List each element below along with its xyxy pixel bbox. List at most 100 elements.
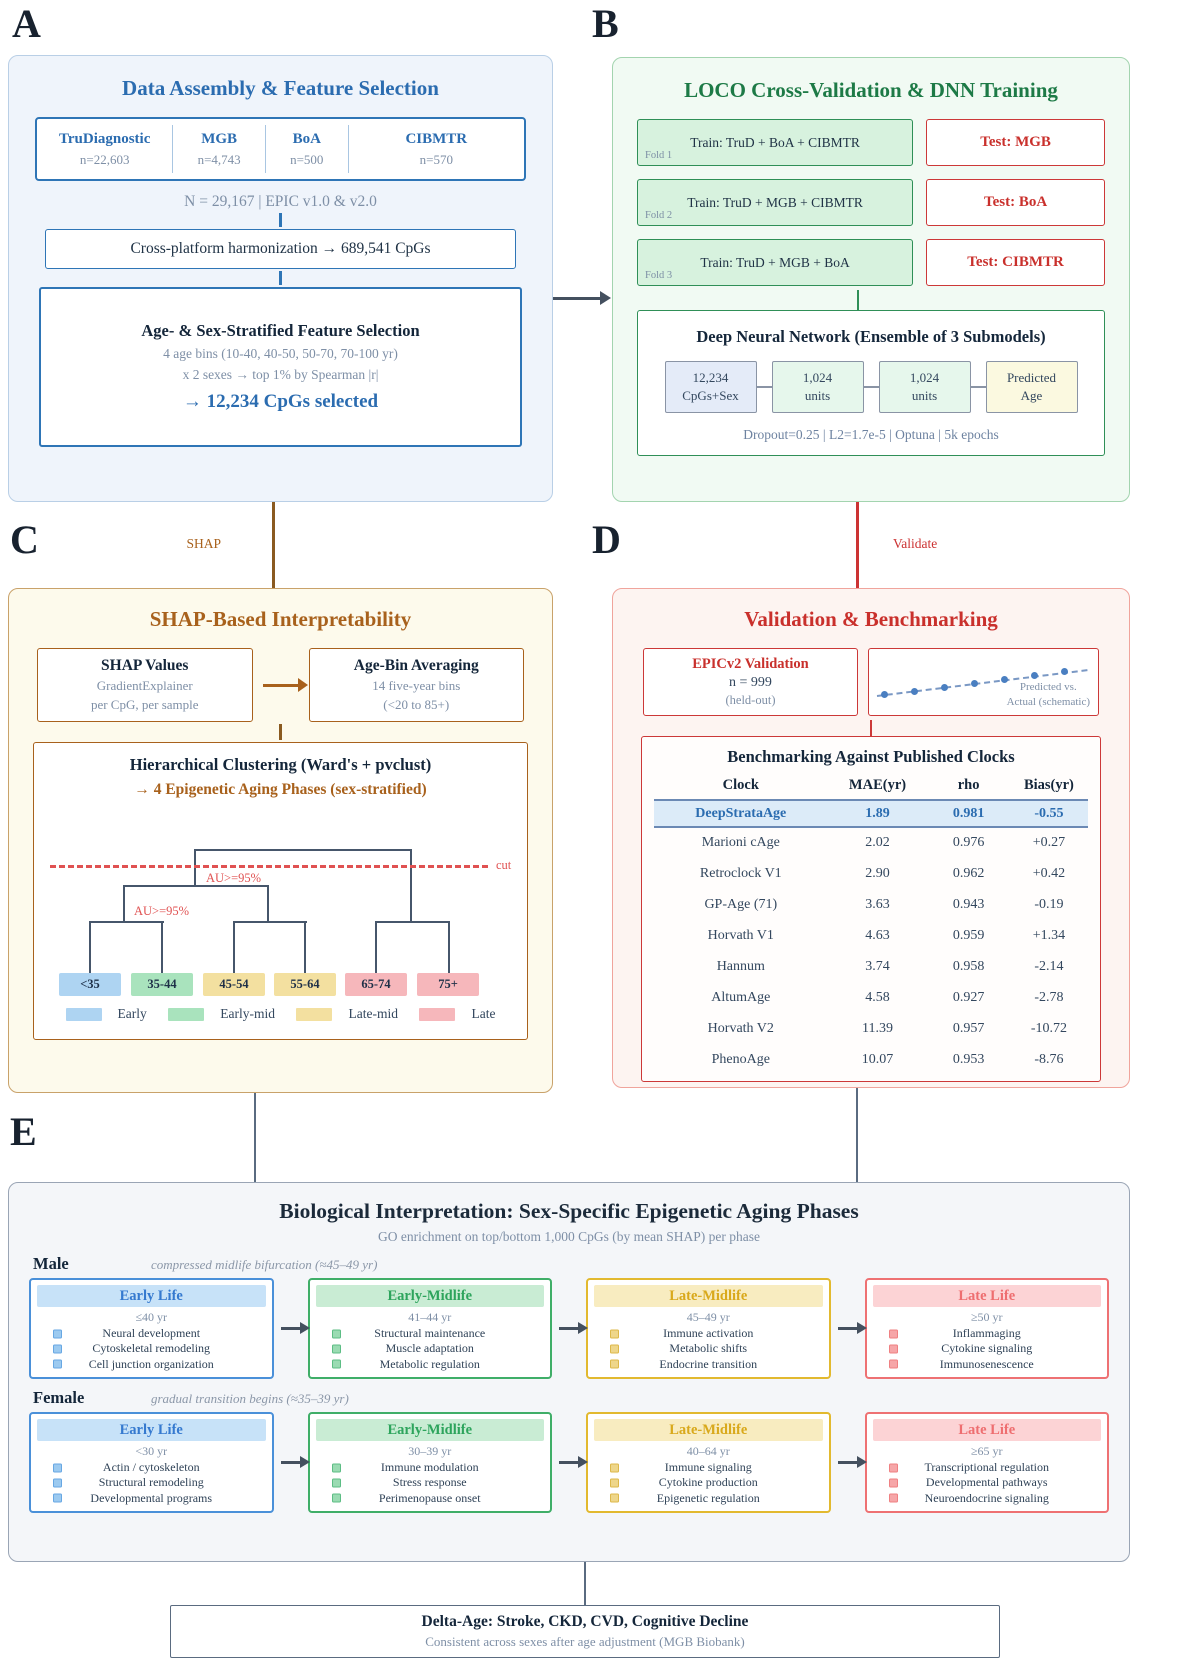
outcome-title: Delta-Age: Stroke, CKD, CVD, Cognitive D…: [421, 1613, 749, 1630]
phase-item: Immune signaling: [594, 1460, 823, 1475]
col-header-mae: MAE(yr): [827, 773, 928, 801]
phase-item: Cell junction organization: [37, 1357, 266, 1372]
connector-line: [279, 213, 282, 227]
fold3-train-text: Train: TruD + MGB + BoA: [700, 254, 850, 270]
cell-mae: 2.02: [865, 835, 890, 850]
phase-header: Early-Midlife: [315, 1285, 544, 1307]
harmonization-box: Cross-platform harmonization → 689,541 C…: [45, 229, 516, 269]
dendro-leaf-35-44: 35-44: [131, 973, 193, 996]
epicv2-validation-box: EPICv2 Validation n = 999 (held-out): [643, 648, 858, 716]
cell-rho: 0.958: [952, 958, 985, 974]
arrow-phase-transition: [831, 1323, 867, 1334]
cell-rho: 0.927: [952, 989, 985, 1005]
phase-item-text: Cytokine production: [658, 1475, 758, 1490]
cell-mae: 2.90: [865, 865, 890, 881]
cell-rho: 0.959: [952, 927, 985, 943]
bullet-icon: [53, 1359, 62, 1369]
cohort-n: n=4,743: [197, 151, 241, 167]
phase-header: Late-Midlife: [594, 1419, 823, 1441]
cell-bias: -2.78: [1034, 989, 1064, 1005]
bullet-icon: [610, 1344, 619, 1354]
fold-row-2: Train: TruD + MGB + CIBMTR Fold 2 Test: …: [637, 179, 1105, 226]
table-row-retroclock: Retroclock V1 2.90 0.962 +0.42: [654, 858, 1088, 889]
cell-mae: 3.74: [865, 958, 890, 974]
cell-rho: 0.953: [952, 1051, 985, 1067]
phase-item: Cytoskeletal remodeling: [37, 1341, 266, 1356]
phase-legend: Early Early-mid Late-mid Late: [34, 1006, 527, 1022]
scatter-caption: Predicted vs. Actual (schematic): [1007, 680, 1090, 709]
bullet-icon: [331, 1478, 341, 1488]
cell-clock: Retroclock V1: [699, 865, 782, 881]
dendro-line: [410, 849, 412, 923]
dendro-leaf-55-64: 55-64: [274, 973, 336, 996]
arrow-icon: [559, 1457, 588, 1468]
cell-mae: 4.58: [865, 989, 890, 1005]
phase-item: Neural development: [37, 1326, 266, 1341]
bullet-icon: [53, 1344, 62, 1354]
dendro-line: [123, 885, 125, 923]
cell-rho: 0.981: [927, 800, 1010, 828]
layer-line1: 1,024: [802, 370, 833, 385]
benchmarking-table: Clock MAE(yr) rho Bias(yr) DeepStrataAge…: [654, 773, 1088, 1075]
cell-bias: +1.34: [1032, 927, 1066, 943]
cell-rho: 0.962: [952, 865, 985, 881]
arrow-icon: [262, 678, 308, 692]
bullet-icon: [888, 1329, 898, 1339]
phase-item: Perimenopause onset: [316, 1491, 545, 1506]
layer-line2: units: [911, 388, 938, 403]
phase-item-text: Endocrine transition: [659, 1356, 758, 1371]
arrow-phase-transition: [831, 1457, 867, 1468]
feature-selection-box: Age- & Sex-Stratified Feature Selection …: [39, 287, 522, 447]
shap-values-title: SHAP Values: [101, 657, 189, 674]
phase-item-text: Immunosenescence: [939, 1356, 1034, 1371]
layer-line2: units: [804, 388, 831, 403]
bullet-icon: [331, 1329, 341, 1339]
bullet-icon: [888, 1493, 898, 1503]
male-label: Male: [33, 1254, 69, 1273]
cell-clock: Horvath V2: [707, 1020, 774, 1036]
panel-letter-c: C: [10, 517, 39, 562]
cell-bias: -0.55: [1009, 800, 1088, 828]
cell-bias: -0.19: [1034, 896, 1064, 912]
female-phase-row: Early Life <30 yr Actin / cytoskeleton S…: [29, 1412, 1109, 1513]
dnn-hidden-layer-1: 1,024 units: [771, 361, 864, 413]
legend-label: Late: [471, 1006, 496, 1021]
panel-loco-dnn: LOCO Cross-Validation & DNN Training Tra…: [612, 57, 1130, 502]
scatter-dot: [910, 688, 918, 695]
legend-early: Early: [65, 1006, 147, 1022]
panel-a-title: Data Assembly & Feature Selection: [122, 76, 439, 100]
cohort-cibmtr: CIBMTR n=570: [349, 125, 524, 173]
bullet-icon: [888, 1463, 898, 1473]
cohorts-box: TruDiagnostic n=22,603 MGB n=4,743 BoA n…: [35, 117, 526, 181]
male-row-label: Male compressed midlife bifurcation (≈45…: [33, 1254, 1129, 1274]
dnn-layers: 12,234 CpGs+Sex 1,024 units 1,024 units …: [648, 361, 1094, 413]
phase-header: Early Life: [37, 1419, 266, 1441]
phase-header: Early-Midlife: [315, 1419, 544, 1441]
phase-item-text: Neural development: [102, 1326, 201, 1341]
scatter-dot: [1060, 668, 1068, 675]
phase-item: Endocrine transition: [594, 1357, 823, 1372]
scatter-dot: [940, 684, 948, 691]
cohort-name: MGB: [201, 130, 238, 147]
dendro-line: [89, 921, 91, 973]
cell-mae: 11.39: [862, 1020, 893, 1036]
phase-item-text: Muscle adaptation: [385, 1341, 474, 1356]
bullet-icon: [610, 1478, 619, 1488]
cell-mae: 3.63: [865, 896, 890, 912]
phase-item-text: Immune activation: [663, 1326, 754, 1341]
dendro-leaf-lt35: <35: [59, 973, 121, 996]
panel-letter-d: D: [592, 517, 621, 562]
phase-header: Late Life: [872, 1285, 1101, 1307]
legend-swatch-early: [65, 1007, 102, 1021]
bullet-icon: [331, 1463, 341, 1473]
phase-item-text: Structural maintenance: [374, 1326, 486, 1341]
phase-item: Transcriptional regulation: [873, 1460, 1102, 1475]
cell-mae: 10.07: [861, 1051, 894, 1067]
phase-item: Cytokine signaling: [873, 1341, 1102, 1356]
cohort-mgb: MGB n=4,743: [173, 125, 266, 173]
phase-item: Developmental programs: [37, 1491, 266, 1506]
au-support-label-left: AU>=95%: [134, 904, 190, 918]
legend-swatch-early-mid: [168, 1007, 205, 1021]
phase-item: Epigenetic regulation: [594, 1491, 823, 1506]
au-support-label-root: AU>=95%: [206, 871, 262, 885]
